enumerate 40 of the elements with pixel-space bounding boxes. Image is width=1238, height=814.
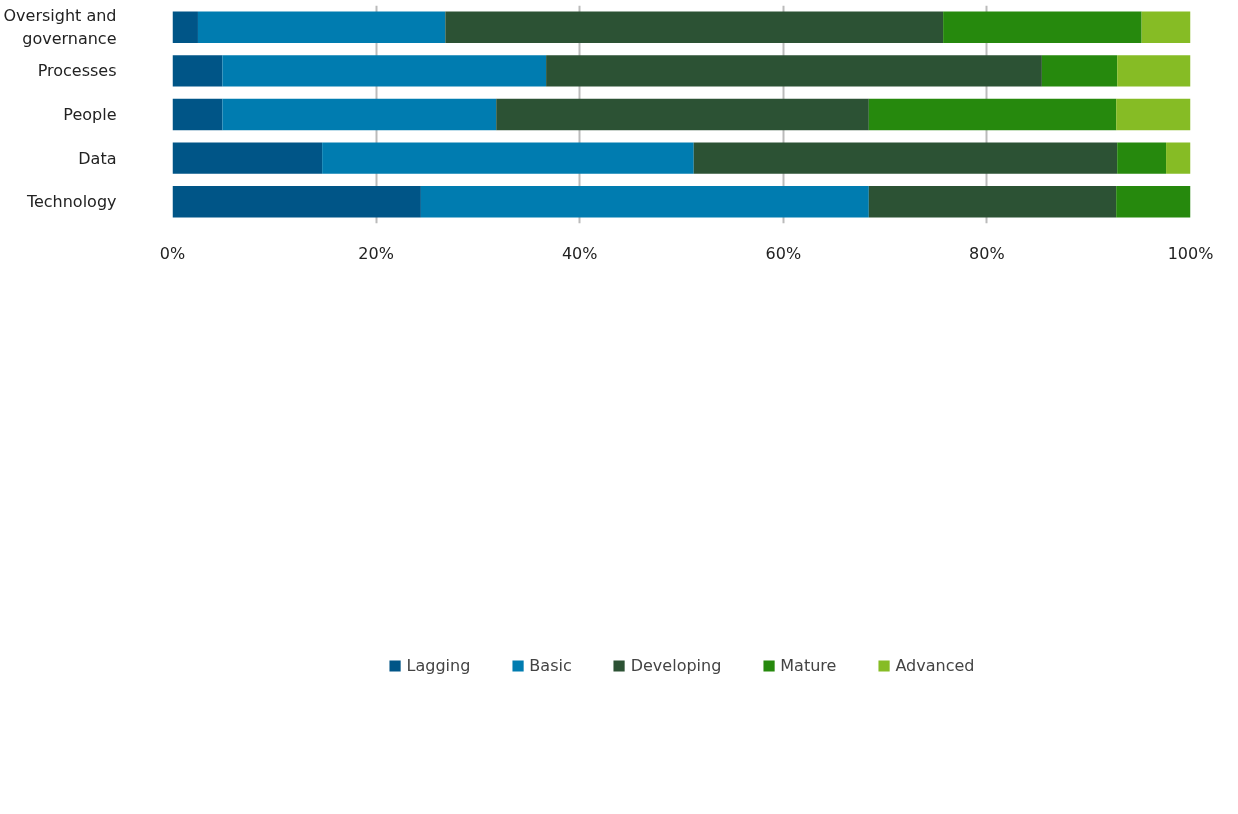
bar <box>420 186 869 218</box>
x-tick-label: 40% <box>561 243 598 263</box>
bar <box>1116 98 1191 131</box>
bar <box>172 142 323 174</box>
bar <box>1041 55 1118 87</box>
bar <box>496 98 869 131</box>
bar <box>693 142 1118 174</box>
x-tick-label: 80% <box>969 243 1005 263</box>
legend-label: Advanced <box>895 655 975 675</box>
bar <box>1116 186 1191 218</box>
bar <box>1141 11 1191 43</box>
legend-label: Mature <box>780 655 837 675</box>
x-tick-label: 20% <box>358 243 394 263</box>
bar <box>868 186 1117 218</box>
bar <box>172 55 223 87</box>
bar <box>172 98 223 131</box>
x-tick-label: 100% <box>1167 243 1214 263</box>
bar <box>546 55 1042 87</box>
bar <box>445 11 944 43</box>
x-tick-label: 0% <box>159 243 186 263</box>
bar <box>1117 55 1191 87</box>
bar <box>1166 142 1191 174</box>
y-tick-label: Technology <box>25 192 117 212</box>
x-tick-label: 60% <box>765 243 802 263</box>
bar <box>322 142 694 174</box>
bar <box>172 186 421 218</box>
legend-label: Basic <box>529 655 572 675</box>
y-tick-label: Data <box>78 148 117 168</box>
bar <box>172 11 198 43</box>
bar <box>943 11 1142 43</box>
legend-label: Lagging <box>406 655 471 675</box>
y-tick-label: Processes <box>37 61 117 81</box>
bar <box>197 11 446 43</box>
y-tick-label: Oversight and governance <box>3 6 117 49</box>
bar <box>868 98 1117 131</box>
legend-label: Developing <box>630 655 722 675</box>
y-tick-label: People <box>63 105 117 124</box>
bar <box>222 98 497 131</box>
bar <box>1117 142 1167 174</box>
bar <box>222 55 547 87</box>
